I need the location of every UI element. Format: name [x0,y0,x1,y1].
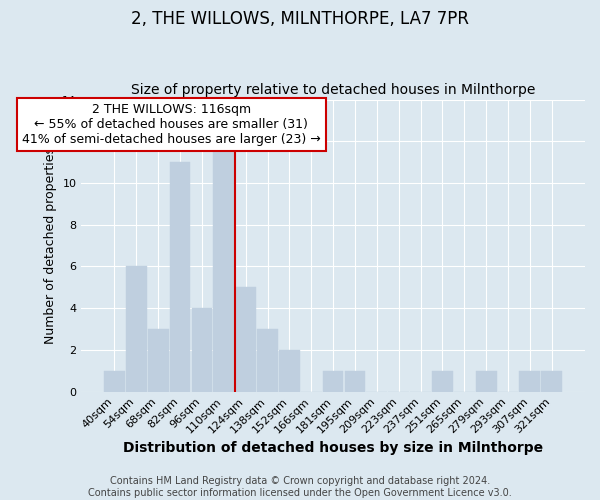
Text: 2, THE WILLOWS, MILNTHORPE, LA7 7PR: 2, THE WILLOWS, MILNTHORPE, LA7 7PR [131,10,469,28]
X-axis label: Distribution of detached houses by size in Milnthorpe: Distribution of detached houses by size … [123,441,543,455]
Bar [126,266,147,392]
Bar [476,370,497,392]
Title: Size of property relative to detached houses in Milnthorpe: Size of property relative to detached ho… [131,83,535,97]
Bar [148,329,169,392]
Bar [257,329,278,392]
Bar [191,308,212,392]
Text: 2 THE WILLOWS: 116sqm
← 55% of detached houses are smaller (31)
41% of semi-deta: 2 THE WILLOWS: 116sqm ← 55% of detached … [22,102,320,146]
Bar [170,162,190,392]
Bar [279,350,300,392]
Text: Contains HM Land Registry data © Crown copyright and database right 2024.
Contai: Contains HM Land Registry data © Crown c… [88,476,512,498]
Bar [235,288,256,392]
Bar [104,370,125,392]
Bar [432,370,453,392]
Bar [323,370,343,392]
Bar [214,142,234,392]
Bar [520,370,540,392]
Bar [344,370,365,392]
Y-axis label: Number of detached properties: Number of detached properties [44,147,56,344]
Bar [541,370,562,392]
